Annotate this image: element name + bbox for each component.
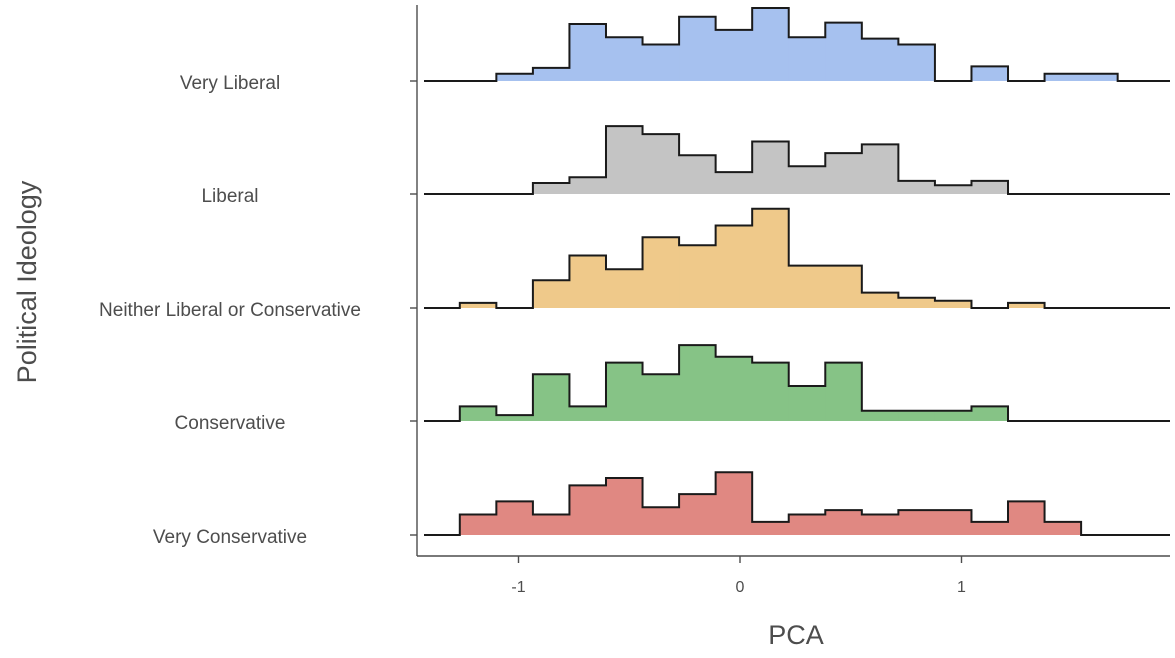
histogram-bin [569, 485, 607, 535]
y-tick-label: Liberal [201, 186, 258, 207]
histogram-bin [752, 362, 790, 421]
histogram-bin [971, 406, 1009, 421]
ridge-outline [424, 7, 1170, 82]
y-tick-label: Very Conservative [153, 527, 307, 548]
histogram-bin [898, 410, 936, 421]
histogram-bin [459, 514, 497, 535]
histogram-bin [825, 362, 863, 421]
histogram-bin [569, 255, 607, 308]
histogram-bin [532, 67, 571, 81]
histogram-bin [496, 501, 534, 535]
histogram-bin [825, 510, 863, 535]
histogram-bin [459, 302, 497, 308]
ridge-outline [424, 125, 1170, 195]
histogram-bin [642, 507, 680, 535]
histogram-bin [898, 510, 936, 535]
histogram-bin [715, 225, 753, 308]
histogram-bin [752, 208, 790, 308]
histogram-bin [752, 141, 790, 194]
histogram-bin [532, 280, 571, 308]
histogram-bin [788, 514, 826, 535]
ridge-very-liberal [424, 7, 1170, 82]
histogram-bin [788, 265, 826, 308]
histogram-bin [679, 16, 717, 81]
histogram-bin [532, 374, 571, 421]
histogram-bin [788, 166, 826, 194]
histogram-bin [605, 269, 644, 308]
histogram-bin [1044, 521, 1082, 535]
histogram-bin [642, 237, 680, 308]
histogram-bin [1081, 73, 1119, 81]
histogram-bin [715, 29, 753, 81]
histogram-bin [569, 24, 607, 82]
histogram-bin [496, 73, 534, 81]
histogram-bin [788, 37, 826, 81]
axes-layer [416, 5, 1170, 557]
histogram-bin [898, 44, 936, 81]
histogram-bin [1008, 302, 1046, 308]
histogram-bin [752, 8, 790, 81]
ridge-layer [424, 7, 1170, 536]
histogram-bin [532, 183, 571, 194]
histogram-bin [605, 126, 644, 194]
histogram-bin [605, 362, 644, 421]
histogram-bin [825, 22, 863, 82]
y-tick-label: Neither Liberal or Conservative [99, 300, 361, 321]
histogram-bin [569, 177, 607, 194]
histogram-bin [861, 514, 899, 535]
histogram-bin [679, 155, 717, 194]
histogram-bin [532, 514, 571, 535]
histogram-bin [679, 494, 717, 535]
y-tick-label: Conservative [175, 413, 286, 434]
histogram-bin [934, 510, 973, 535]
histogram-bin [861, 144, 899, 194]
histogram-bin [788, 385, 826, 421]
ridge-liberal [424, 125, 1170, 195]
histogram-bin [642, 44, 680, 81]
histogram-bin [861, 38, 899, 81]
histogram-bin [898, 180, 936, 194]
histogram-bin [898, 297, 936, 308]
ridge-neither-liberal-or-conservative [424, 207, 1170, 309]
histogram-bin [642, 134, 680, 194]
y-axis-title: Political Ideology [12, 180, 42, 383]
ridge-outline [424, 207, 1170, 309]
y-tick-layer: Very Liberal Liberal Neither Liberal or Co… [99, 73, 417, 548]
histogram-bin [971, 521, 1009, 535]
histogram-bin [934, 300, 973, 308]
histogram-bin [679, 245, 717, 308]
histogram-bin [752, 521, 790, 535]
histogram-bin [605, 478, 644, 535]
ridge-outline [424, 344, 1170, 422]
histogram-bin [861, 410, 899, 421]
ridge-conservative [424, 344, 1170, 422]
histogram-bin [861, 292, 899, 308]
ridge-outline [424, 471, 1170, 536]
x-axis-title: PCA [768, 620, 824, 650]
histogram-bin [971, 66, 1009, 81]
histogram-bin [715, 472, 753, 535]
histogram-bin [934, 410, 973, 421]
histogram-bin [569, 406, 607, 421]
histogram-bin [825, 153, 863, 194]
ridge-very-conservative [424, 471, 1170, 536]
histogram-bin [825, 265, 863, 308]
histogram-bin [934, 185, 973, 194]
x-tick-layer: -1 0 1 [511, 556, 966, 596]
histogram-bin [715, 356, 753, 421]
histogram-bin [459, 406, 497, 421]
histogram-bin [642, 374, 680, 421]
histogram-bin [605, 37, 644, 81]
x-tick-label: 0 [736, 579, 745, 596]
histogram-bin [679, 345, 717, 421]
histogram-bin [1008, 501, 1046, 535]
histogram-bin [971, 180, 1009, 194]
histogram-bin [496, 415, 534, 421]
histogram-bin [715, 172, 753, 194]
x-tick-label: -1 [511, 579, 525, 596]
x-tick-label: 1 [957, 579, 966, 596]
y-tick-label: Very Liberal [180, 73, 280, 94]
histogram-bin [1044, 73, 1082, 81]
